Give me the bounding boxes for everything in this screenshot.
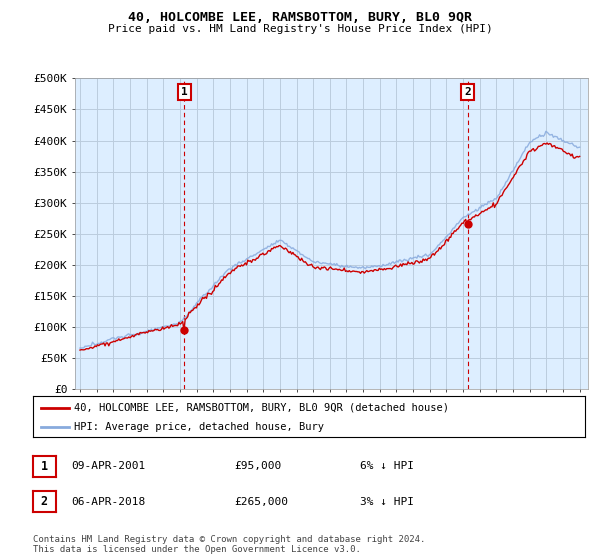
Text: 1: 1 xyxy=(181,87,188,97)
Text: 6% ↓ HPI: 6% ↓ HPI xyxy=(360,461,414,472)
Text: £265,000: £265,000 xyxy=(234,497,288,507)
Text: 2: 2 xyxy=(464,87,471,97)
Text: 2: 2 xyxy=(41,495,48,508)
Text: £95,000: £95,000 xyxy=(234,461,281,472)
Text: 40, HOLCOMBE LEE, RAMSBOTTOM, BURY, BL0 9QR: 40, HOLCOMBE LEE, RAMSBOTTOM, BURY, BL0 … xyxy=(128,11,472,24)
Text: HPI: Average price, detached house, Bury: HPI: Average price, detached house, Bury xyxy=(74,422,325,432)
Text: Price paid vs. HM Land Registry's House Price Index (HPI): Price paid vs. HM Land Registry's House … xyxy=(107,24,493,34)
Text: 1: 1 xyxy=(41,460,48,473)
Text: Contains HM Land Registry data © Crown copyright and database right 2024.
This d: Contains HM Land Registry data © Crown c… xyxy=(33,535,425,554)
Text: 06-APR-2018: 06-APR-2018 xyxy=(71,497,145,507)
Text: 09-APR-2001: 09-APR-2001 xyxy=(71,461,145,472)
Text: 3% ↓ HPI: 3% ↓ HPI xyxy=(360,497,414,507)
Text: 40, HOLCOMBE LEE, RAMSBOTTOM, BURY, BL0 9QR (detached house): 40, HOLCOMBE LEE, RAMSBOTTOM, BURY, BL0 … xyxy=(74,403,449,413)
